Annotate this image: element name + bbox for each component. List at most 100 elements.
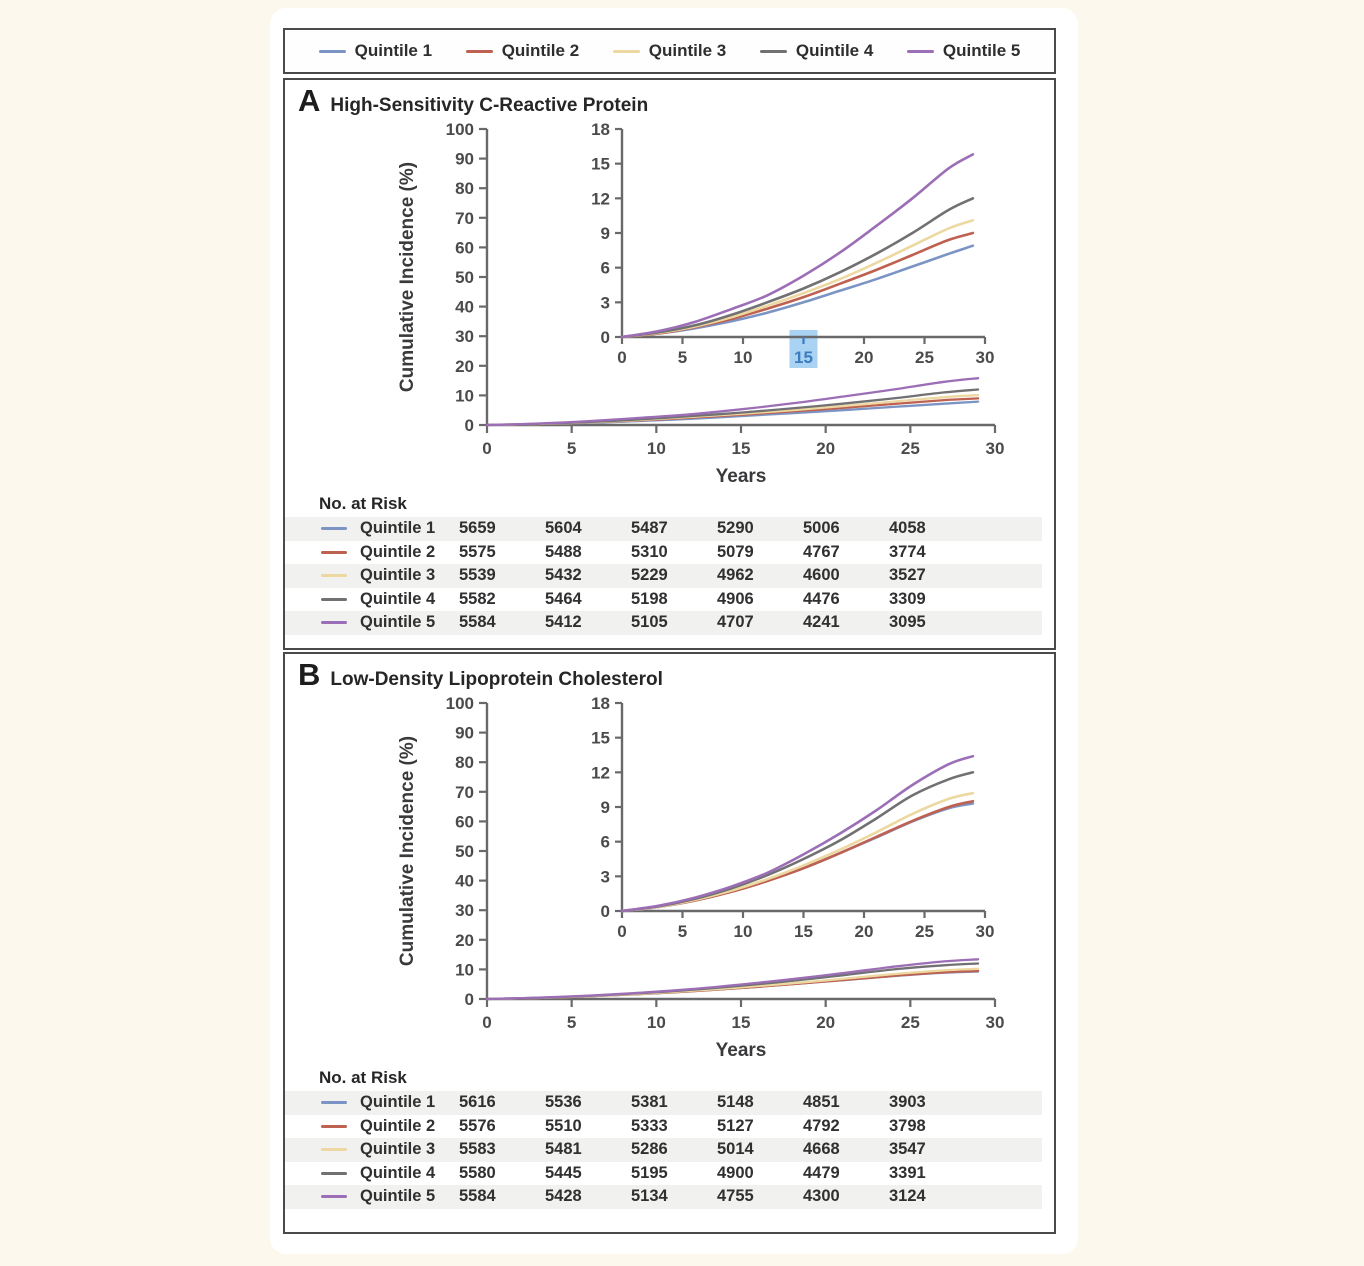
svg-text:30: 30 xyxy=(976,922,995,941)
inset-series-line-quintile-2 xyxy=(620,231,975,339)
svg-text:80: 80 xyxy=(455,179,474,198)
x-axis-label: Years xyxy=(716,1040,767,1061)
svg-text:10: 10 xyxy=(455,386,474,405)
svg-text:70: 70 xyxy=(455,783,474,802)
risk-value: 4906 xyxy=(717,589,754,608)
y-axis-label: Cumulative Incidence (%) xyxy=(397,162,418,392)
svg-text:40: 40 xyxy=(455,872,474,891)
svg-text:0: 0 xyxy=(617,348,626,367)
quintile-3-line-swatch xyxy=(612,49,640,53)
svg-text:15: 15 xyxy=(732,1013,751,1032)
risk-row-line-swatch xyxy=(321,1124,347,1128)
risk-value: 4241 xyxy=(803,613,840,632)
main-series-line-quintile-3 xyxy=(485,967,980,1001)
legend-item-quintile-2: Quintile 2 xyxy=(465,41,580,61)
svg-text:90: 90 xyxy=(455,150,474,169)
risk-row-line-swatch xyxy=(321,1148,347,1152)
svg-text:0: 0 xyxy=(601,902,610,921)
risk-row-label: Quintile 1 xyxy=(360,1093,436,1112)
panel-a: A High-Sensitivity C-Reactive Protein 0 1… xyxy=(283,78,1056,650)
risk-row-label: Quintile 2 xyxy=(360,542,436,561)
panel-b-chart: 0 10 20 30 40 50 60 70 80 90 100 0 5 10 15 20 25 30 Cumula… xyxy=(285,694,1054,1066)
inset-series-line-quintile-3 xyxy=(620,791,975,913)
inset-series-line-quintile-5 xyxy=(620,754,975,913)
inset-axes: 0 3 6 9 12 15 18 0 5 10 15 20 25 30 xyxy=(591,120,994,367)
inset-axes: 0 3 6 9 12 15 18 0 5 10 15 20 25 30 xyxy=(591,694,994,941)
legend-item-quintile-4: Quintile 4 xyxy=(759,41,874,61)
risk-value: 5536 xyxy=(545,1093,582,1112)
risk-value: 5445 xyxy=(545,1163,582,1182)
risk-value: 5583 xyxy=(459,1140,496,1159)
risk-row-label: Quintile 3 xyxy=(360,566,436,585)
risk-value: 5584 xyxy=(459,1187,496,1206)
svg-text:25: 25 xyxy=(915,348,934,367)
risk-value: 5333 xyxy=(631,1116,668,1135)
svg-text:18: 18 xyxy=(591,694,610,713)
risk-value: 3527 xyxy=(889,566,926,585)
svg-text:0: 0 xyxy=(465,416,474,435)
legend-label: Quintile 4 xyxy=(795,41,874,60)
risk-row-label: Quintile 1 xyxy=(360,519,436,538)
inset-series-line-quintile-5 xyxy=(620,153,975,339)
panel-b-title: B Low-Density Lipoprotein Cholesterol xyxy=(285,654,1054,694)
legend-label: Quintile 2 xyxy=(501,41,580,60)
svg-text:12: 12 xyxy=(591,189,610,208)
svg-text:5: 5 xyxy=(678,922,687,941)
risk-value: 5229 xyxy=(631,566,668,585)
svg-text:20: 20 xyxy=(816,1013,835,1032)
risk-value: 5014 xyxy=(717,1140,754,1159)
risk-value: 5539 xyxy=(459,566,496,585)
risk-row-line-swatch xyxy=(321,527,347,531)
svg-text:30: 30 xyxy=(986,1013,1005,1032)
risk-value: 5616 xyxy=(459,1093,496,1112)
svg-text:0: 0 xyxy=(482,439,491,458)
figure-card: Quintile 1 Quintile 2 Quintile 3 Quintil… xyxy=(270,8,1078,1254)
risk-value: 5079 xyxy=(717,542,754,561)
svg-text:20: 20 xyxy=(855,922,874,941)
risk-value: 4755 xyxy=(717,1187,754,1206)
quintile-1-line-swatch xyxy=(318,49,346,53)
panel-b-risk-table: No. at Risk Quintile 1 5616 5536 5381 5148 48… xyxy=(285,1068,1054,1209)
risk-value: 5195 xyxy=(631,1163,668,1182)
risk-value: 5604 xyxy=(545,519,582,538)
risk-value: 4300 xyxy=(803,1187,840,1206)
risk-value: 3774 xyxy=(889,542,926,561)
svg-text:100: 100 xyxy=(446,120,474,139)
risk-value: 5584 xyxy=(459,613,496,632)
svg-text:20: 20 xyxy=(455,931,474,950)
main-series-line-quintile-4 xyxy=(485,962,980,1001)
inset-series-line-quintile-4 xyxy=(620,197,975,339)
svg-text:0: 0 xyxy=(617,922,626,941)
risk-value: 4479 xyxy=(803,1163,840,1182)
risk-value: 5464 xyxy=(545,589,582,608)
risk-row-line-swatch xyxy=(321,1101,347,1105)
svg-text:18: 18 xyxy=(591,120,610,139)
risk-value: 3798 xyxy=(889,1116,926,1135)
risk-value: 3391 xyxy=(889,1163,926,1182)
svg-text:0: 0 xyxy=(482,1013,491,1032)
legend-label: Quintile 1 xyxy=(354,41,433,60)
svg-text:10: 10 xyxy=(734,348,753,367)
main-series-line-quintile-5 xyxy=(485,958,980,1001)
risk-value: 5428 xyxy=(545,1187,582,1206)
risk-value: 4851 xyxy=(803,1093,840,1112)
legend-item-quintile-5: Quintile 5 xyxy=(906,41,1020,61)
risk-value: 5006 xyxy=(803,519,840,538)
inset-series-line-quintile-4 xyxy=(620,771,975,913)
svg-text:15: 15 xyxy=(591,729,610,748)
risk-value: 5487 xyxy=(631,519,668,538)
svg-text:60: 60 xyxy=(455,812,474,831)
risk-row-line-swatch xyxy=(321,1171,347,1175)
svg-text:12: 12 xyxy=(591,763,610,782)
risk-row-line-swatch xyxy=(321,1195,347,1199)
risk-value: 5488 xyxy=(545,542,582,561)
risk-value: 5432 xyxy=(545,566,582,585)
svg-text:30: 30 xyxy=(976,348,995,367)
svg-text:80: 80 xyxy=(455,753,474,772)
risk-row-quintile-5: Quintile 5 5584 5412 5105 4707 4241 3095 xyxy=(285,611,1042,635)
svg-text:25: 25 xyxy=(915,922,934,941)
risk-value: 4476 xyxy=(803,589,840,608)
legend-item-quintile-1: Quintile 1 xyxy=(318,41,433,61)
legend-item-quintile-3: Quintile 3 xyxy=(612,41,726,61)
